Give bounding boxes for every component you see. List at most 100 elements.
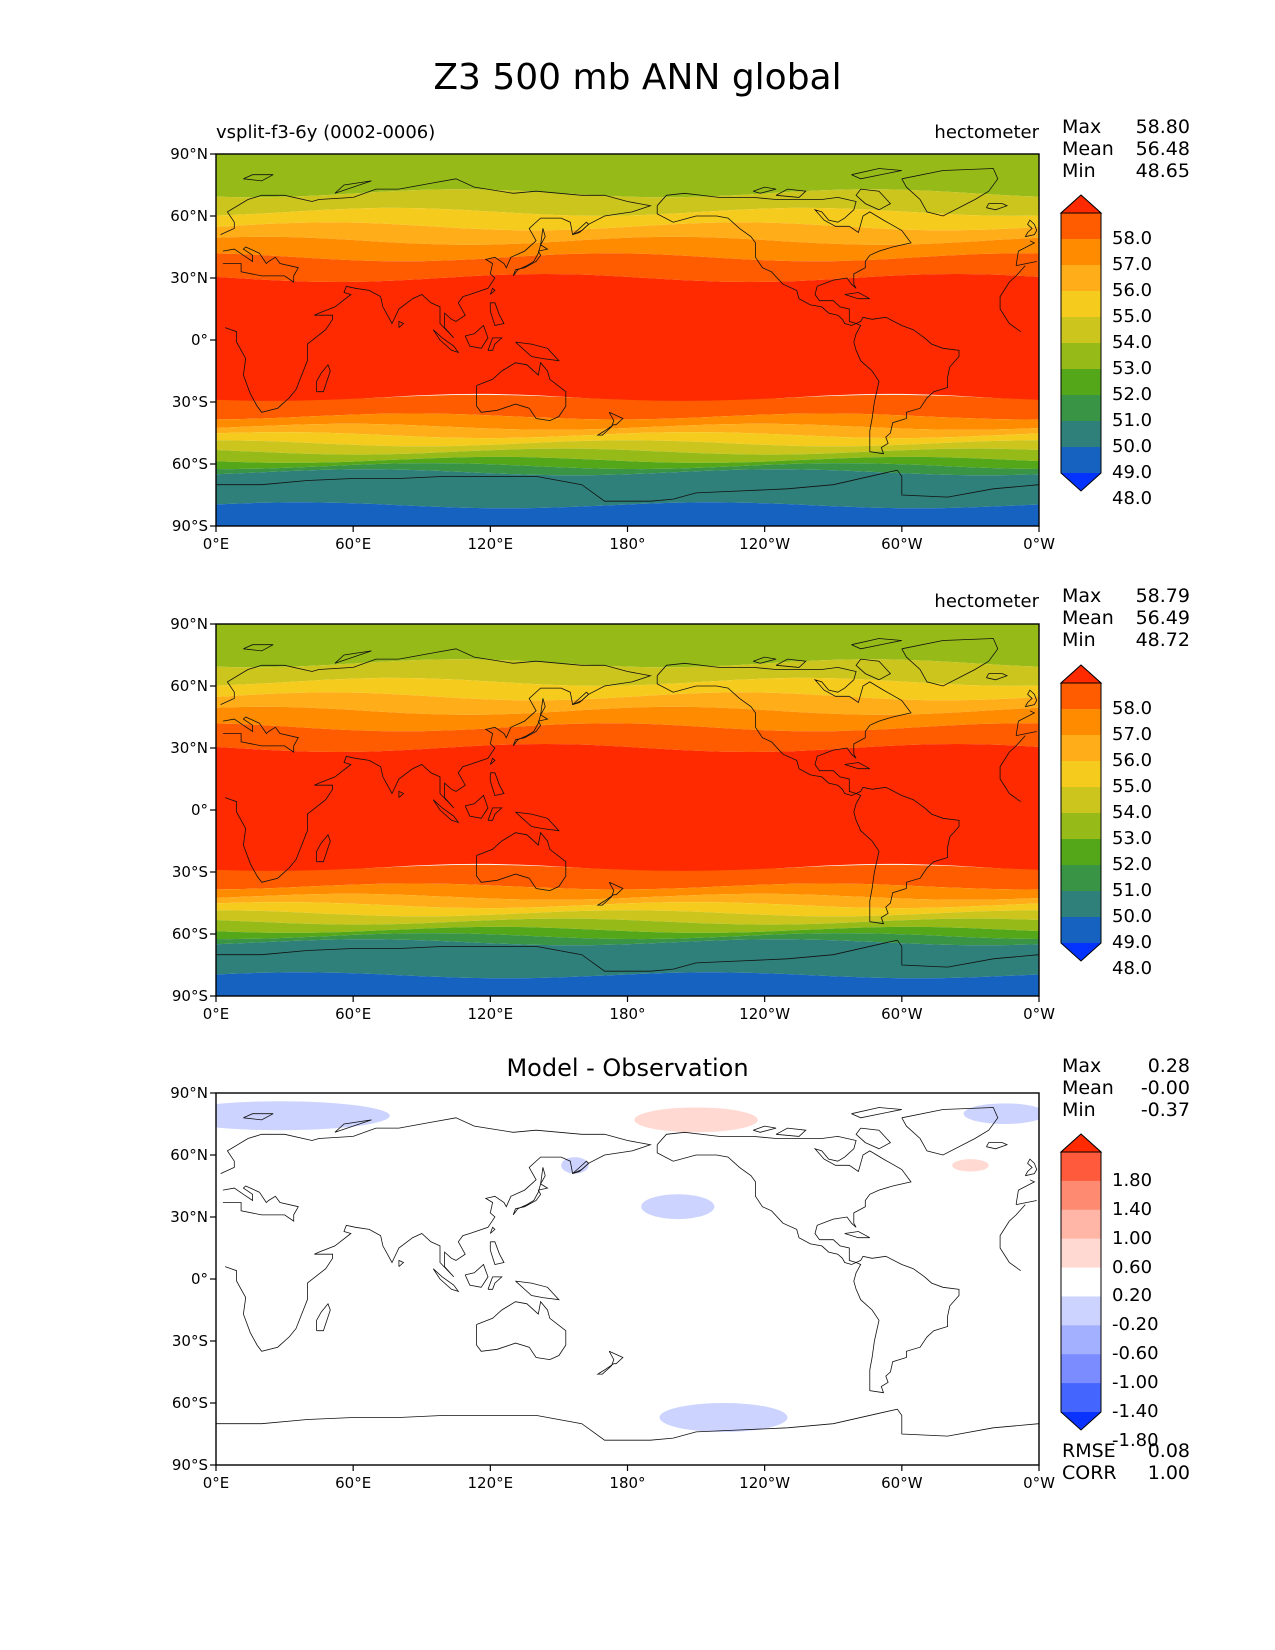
corr-label: CORR bbox=[1062, 1462, 1117, 1484]
lat-tick-label: 90°N bbox=[170, 615, 208, 633]
coastline-banks bbox=[753, 1125, 777, 1133]
coastline-sumatra bbox=[432, 799, 460, 824]
colorbar-segment bbox=[1061, 839, 1101, 866]
lon-tick-label: 60°W bbox=[881, 535, 923, 553]
coastline-borneo bbox=[464, 324, 489, 349]
colorbar-tick-label: 54.0 bbox=[1112, 802, 1153, 823]
coastline-greatbritain bbox=[1024, 1158, 1038, 1177]
coastline-sumatra bbox=[432, 329, 460, 354]
contour-band bbox=[216, 926, 1039, 940]
coastline-kamchatka_tip bbox=[572, 691, 590, 705]
colorbar-segment bbox=[1061, 917, 1101, 944]
panel-reference bbox=[0, 0, 1275, 1002]
stat-max-label: Max bbox=[1062, 1055, 1102, 1077]
colorbar-tick-label: 48.0 bbox=[1112, 488, 1153, 509]
lat-tick-label: 30°S bbox=[171, 1332, 208, 1350]
contour-band bbox=[216, 413, 1039, 430]
coastline-banks bbox=[753, 186, 777, 194]
colorbar-tick-label: 53.0 bbox=[1112, 358, 1153, 379]
colorbar-segment bbox=[1061, 891, 1101, 918]
contour-band bbox=[216, 692, 1039, 715]
colorbar-tick-label: -1.00 bbox=[1112, 1372, 1159, 1394]
stat-mean-label: Mean bbox=[1062, 1077, 1114, 1099]
coastline-iceland bbox=[986, 1142, 1009, 1150]
coastline-srilanka bbox=[398, 320, 405, 328]
coastline-greenland bbox=[901, 1107, 999, 1156]
lon-tick-label: 0°W bbox=[1023, 1005, 1055, 1023]
colorbar-tick-label: -0.60 bbox=[1112, 1343, 1159, 1365]
colorbar-tick-label: 52.0 bbox=[1112, 854, 1153, 875]
coastline-novayazemlya bbox=[334, 180, 372, 194]
map-difference bbox=[210, 1092, 1103, 1471]
colorbar-segment bbox=[1061, 343, 1101, 370]
colorbar-segment bbox=[1061, 1267, 1101, 1297]
coastline-srilanka bbox=[398, 790, 405, 798]
contour-band bbox=[216, 222, 1039, 245]
coastline-ellesmere bbox=[851, 168, 902, 180]
colorbar-tick-label: 1.40 bbox=[1112, 1198, 1153, 1220]
colorbar-tick-label: 51.0 bbox=[1112, 880, 1153, 901]
contour-band bbox=[216, 883, 1039, 900]
coastline-antarctica bbox=[216, 939, 1039, 972]
coastline-newzealand bbox=[596, 411, 624, 436]
contour-band bbox=[216, 918, 1039, 933]
anomaly-contour bbox=[634, 1107, 758, 1133]
contour-band bbox=[216, 939, 1039, 979]
lat-tick-label: 90°S bbox=[171, 517, 208, 535]
colorbar-tick-label: 50.0 bbox=[1112, 906, 1153, 927]
colorbar-tick-label: 54.0 bbox=[1112, 332, 1153, 353]
contour-band bbox=[216, 463, 1039, 476]
colorbar-segment bbox=[1061, 421, 1101, 448]
lon-tick-label: 60°E bbox=[335, 535, 372, 553]
contour-band bbox=[216, 502, 1039, 526]
coastline-north_america bbox=[656, 662, 960, 925]
colorbar-tick-label: -0.20 bbox=[1112, 1314, 1159, 1336]
contour-band bbox=[216, 432, 1039, 447]
stat-max-value: 58.80 bbox=[1135, 116, 1190, 138]
colorbar-segment bbox=[1061, 395, 1101, 422]
units-label: hectometer bbox=[934, 591, 1039, 612]
anomaly-contour bbox=[963, 1103, 1039, 1124]
contour-band bbox=[216, 189, 1039, 216]
lon-tick-label: 60°E bbox=[335, 1474, 372, 1492]
contour-band bbox=[216, 624, 1039, 668]
colorbar-tick-label: 48.0 bbox=[1112, 958, 1153, 979]
coastline-victoria bbox=[775, 188, 807, 198]
coastline-madagascar bbox=[316, 1303, 331, 1332]
rmse-value: 0.08 bbox=[1147, 1440, 1190, 1462]
coastline-baffin bbox=[855, 188, 892, 211]
lat-tick-label: 0° bbox=[190, 1270, 208, 1288]
lat-tick-label: 30°N bbox=[170, 269, 208, 287]
contour-band bbox=[216, 706, 1039, 732]
colorbar-segment bbox=[1061, 317, 1101, 344]
contour-band bbox=[216, 933, 1039, 946]
stat-min-label: Min bbox=[1062, 160, 1096, 182]
colorbar-tick-label: 50.0 bbox=[1112, 436, 1153, 457]
colorbar-tick-label: 58.0 bbox=[1112, 228, 1153, 249]
lat-tick-label: 30°S bbox=[171, 393, 208, 411]
coastline-novayazemlya bbox=[334, 1119, 372, 1133]
contour-band bbox=[216, 659, 1039, 686]
contour-band bbox=[216, 423, 1039, 439]
contour-band bbox=[216, 394, 1039, 420]
contour-band bbox=[216, 236, 1039, 262]
colorbar-segment bbox=[1061, 1209, 1101, 1240]
coastline-madagascar bbox=[316, 364, 331, 393]
lat-tick-label: 60°N bbox=[170, 677, 208, 695]
lon-tick-label: 0°E bbox=[202, 1005, 230, 1023]
colorbar-segment bbox=[1061, 813, 1101, 840]
rmse-label: RMSE bbox=[1062, 1440, 1116, 1462]
contour-band bbox=[216, 456, 1039, 470]
lat-tick-label: 90°S bbox=[171, 987, 208, 1005]
colorbar-segment bbox=[1061, 239, 1101, 266]
contour-band bbox=[216, 469, 1039, 509]
stat-min-value: 48.65 bbox=[1135, 160, 1190, 182]
colorbar-bottom-extend bbox=[1061, 943, 1101, 961]
anomaly-contour bbox=[952, 1159, 989, 1172]
stat-max-value: 58.79 bbox=[1135, 585, 1190, 607]
colorbar-tick-label: 49.0 bbox=[1112, 932, 1153, 953]
lon-tick-label: 60°W bbox=[881, 1005, 923, 1023]
lat-tick-label: 0° bbox=[190, 331, 208, 349]
colorbar-segment bbox=[1061, 1180, 1101, 1211]
coastline-cuba bbox=[844, 292, 870, 300]
